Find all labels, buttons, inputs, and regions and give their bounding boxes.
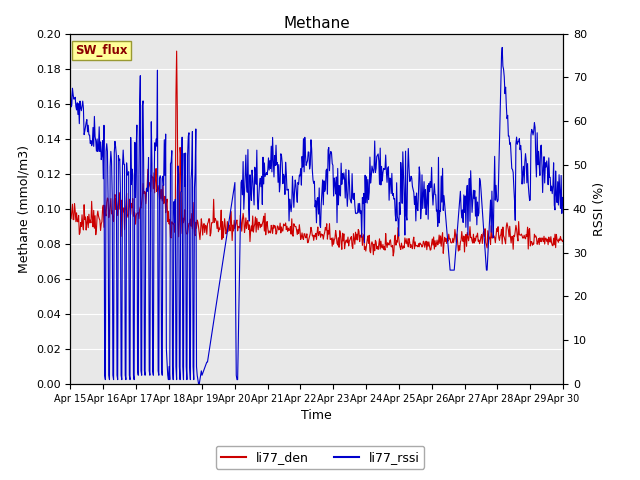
X-axis label: Time: Time: [301, 409, 332, 422]
Y-axis label: Methane (mmol/m3): Methane (mmol/m3): [17, 145, 30, 273]
Title: Methane: Methane: [284, 16, 350, 31]
Y-axis label: RSSI (%): RSSI (%): [593, 182, 605, 236]
Text: SW_flux: SW_flux: [76, 44, 128, 57]
Legend: li77_den, li77_rssi: li77_den, li77_rssi: [216, 446, 424, 469]
